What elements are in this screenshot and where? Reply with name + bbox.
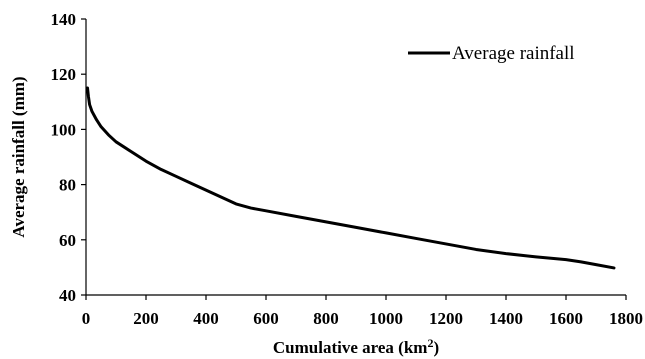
x-tick-label: 1000 bbox=[369, 309, 403, 328]
legend: Average rainfall bbox=[408, 43, 575, 64]
x-tick-label: 1600 bbox=[549, 309, 583, 328]
x-tick-label: 400 bbox=[193, 309, 219, 328]
series-layer bbox=[86, 86, 616, 270]
x-tick-label: 600 bbox=[253, 309, 279, 328]
x-tick-label: 1400 bbox=[489, 309, 523, 328]
y-tick-label: 120 bbox=[51, 65, 77, 84]
x-tick-label: 1200 bbox=[429, 309, 463, 328]
legend-label: Average rainfall bbox=[452, 43, 575, 64]
y-tick-label: 100 bbox=[51, 120, 77, 139]
y-axis: 40 60 80 100 120 140 bbox=[51, 10, 87, 305]
x-tick-label: 200 bbox=[133, 309, 159, 328]
x-axis: 0 200 400 600 800 1000 1200 1400 1600 1800 bbox=[82, 294, 643, 328]
x-tick-label: 0 bbox=[82, 309, 91, 328]
x-tick-label: 1800 bbox=[609, 309, 643, 328]
y-tick-label: 40 bbox=[59, 286, 76, 305]
y-tick-label: 80 bbox=[59, 176, 76, 195]
x-tick-label: 800 bbox=[313, 309, 339, 328]
x-axis-title-superscript: 2 bbox=[427, 336, 433, 350]
series-line-average-rainfall bbox=[86, 86, 616, 270]
y-tick-label: 140 bbox=[51, 10, 77, 29]
x-axis-title: Cumulative area (km2) bbox=[273, 336, 439, 357]
y-axis-title: Average rainfall (mm) bbox=[9, 76, 28, 237]
y-tick-label: 60 bbox=[59, 231, 76, 250]
